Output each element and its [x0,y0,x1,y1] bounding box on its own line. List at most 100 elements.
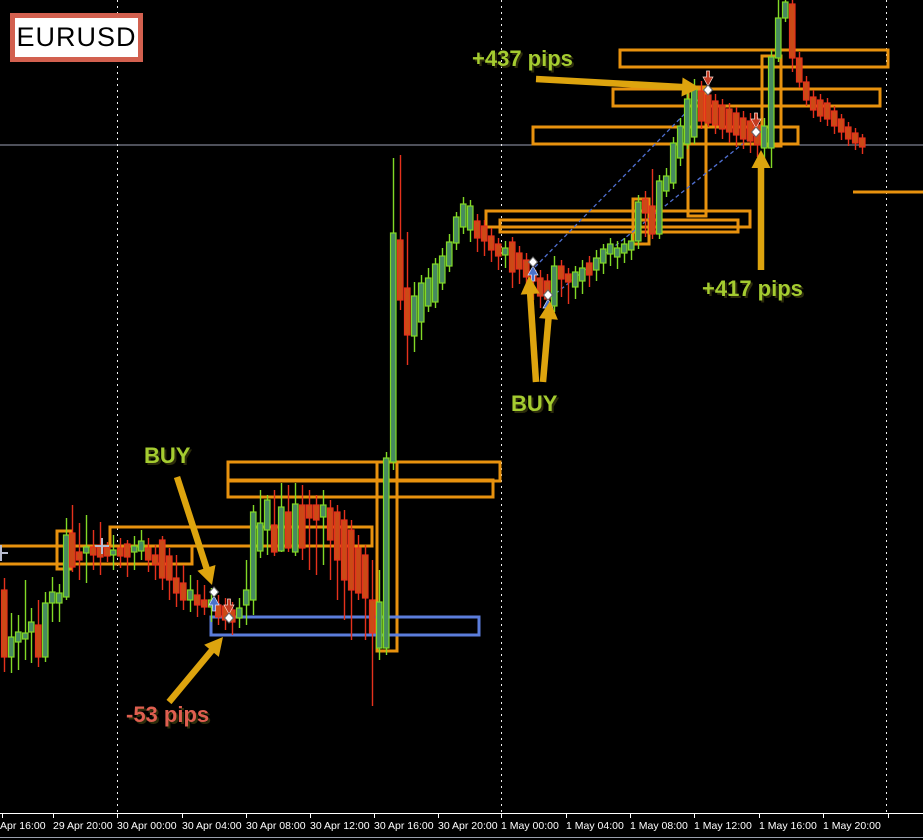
buy-arrow-icon[interactable] [208,595,220,612]
candle-body [858,137,866,148]
annotation-arrow-shaft[interactable] [539,310,553,383]
candle-body [284,511,292,549]
supply-demand-zone-box[interactable] [611,87,882,108]
candle-body [655,180,663,235]
annotation-arrow-shaft[interactable] [526,285,540,383]
candle-body [368,599,376,634]
trade-diamond-icon[interactable] [223,612,235,624]
profit-label-437[interactable]: +437 pips [472,46,573,71]
annotation-arrow-shaft[interactable] [166,642,220,705]
candle-body [739,117,747,140]
supply-demand-zone-box[interactable] [618,48,890,69]
annotation-arrow-head[interactable] [204,637,223,657]
supply-demand-zone-box[interactable] [226,478,495,499]
candle-body [55,592,63,604]
trade-diamond-icon[interactable] [542,289,554,301]
supply-demand-zone-box[interactable] [108,525,374,548]
candle-body [606,243,614,255]
candle-body [494,243,502,257]
annotation-arrow-head[interactable] [520,276,540,295]
candle-body [676,125,684,159]
candle-body [487,235,495,251]
candle-body [795,57,803,83]
candle-body [725,108,733,133]
time-axis: Apr 16:00 29 Apr 20:00 30 Apr 00:00 30 Apr … [0,813,923,840]
candle-body [214,604,222,618]
candle-body [844,126,852,140]
candle-body [326,507,334,541]
axis-time-label: 30 Apr 12:00 [310,820,370,832]
axis-tick [566,814,567,818]
candle-body [473,220,481,239]
candle-body [333,511,341,561]
candle-body [14,631,22,643]
supply-demand-zone-box[interactable] [531,125,800,146]
axis-tick [53,814,54,818]
axis-tick [501,814,502,818]
sell-arrow-icon[interactable] [750,112,762,129]
candle-body [158,539,166,579]
supply-demand-zone-box[interactable] [484,209,752,229]
loss-label-53[interactable]: -53 pips [126,702,210,727]
trade-diamond-icon[interactable] [208,586,220,598]
candle-body [578,267,586,282]
candle-body [830,110,838,127]
candle-body [480,225,488,242]
candle-body [788,3,796,59]
annotation-arrow-head[interactable] [197,564,216,585]
symbol-badge[interactable]: EURUSD [10,13,143,62]
candle-body [137,540,145,552]
candle-body [718,104,726,130]
buy-label-middle[interactable]: BUY [511,391,558,416]
sell-arrow-icon[interactable] [702,70,714,87]
candle-body [732,112,740,136]
candle-body [354,547,362,594]
supply-demand-zone-box[interactable] [226,460,502,483]
candle-body [179,582,187,601]
buy-label-left[interactable]: BUY [144,443,191,468]
candle-body [508,241,516,273]
candle-body [200,599,208,608]
candle-body [7,636,15,658]
candle-body [62,534,70,598]
candle-body [648,205,656,235]
candle-body [662,175,670,192]
trade-diamond-icon[interactable] [702,84,714,96]
profit-label-417[interactable]: +417 pips [702,276,803,301]
axis-time-label: 30 Apr 20:00 [438,820,498,832]
axis-time-label: 29 Apr 20:00 [53,820,113,832]
annotation-arrow-head[interactable] [538,301,558,320]
supply-demand-zone-box[interactable] [498,218,740,234]
trade-diamond-icon[interactable] [527,256,539,268]
annotation-arrow-head[interactable] [681,77,700,97]
candle-body [21,632,29,640]
annotation-arrow-shaft[interactable] [173,475,213,577]
candle-body [270,524,278,553]
axis-time-label: 1 May 12:00 [694,820,752,832]
annotation-arrow-head[interactable] [751,150,771,168]
candle-body [466,205,474,231]
candle-body [123,543,131,558]
axis-tick [630,814,631,818]
candle-body [613,247,621,258]
candle-body [109,549,117,556]
trade-diamond-icon[interactable] [750,126,762,138]
candle-body [249,511,257,601]
candle-body [760,125,768,149]
axis-tick [117,814,118,818]
candle-body [130,545,138,553]
candle-body [837,118,845,133]
annotation-arrow-shaft[interactable] [535,75,691,91]
candle-body [704,94,712,124]
candle-body [550,265,558,307]
candle-body [851,132,859,144]
buy-arrow-icon[interactable] [527,265,539,282]
trade-trendline[interactable] [534,90,708,268]
sell-arrow-icon[interactable] [223,598,235,615]
candle-body [396,239,404,301]
candle-body [235,607,243,619]
axis-baseline [0,837,923,838]
candle-body [186,589,194,601]
axis-time-label: 30 Apr 08:00 [246,820,306,832]
